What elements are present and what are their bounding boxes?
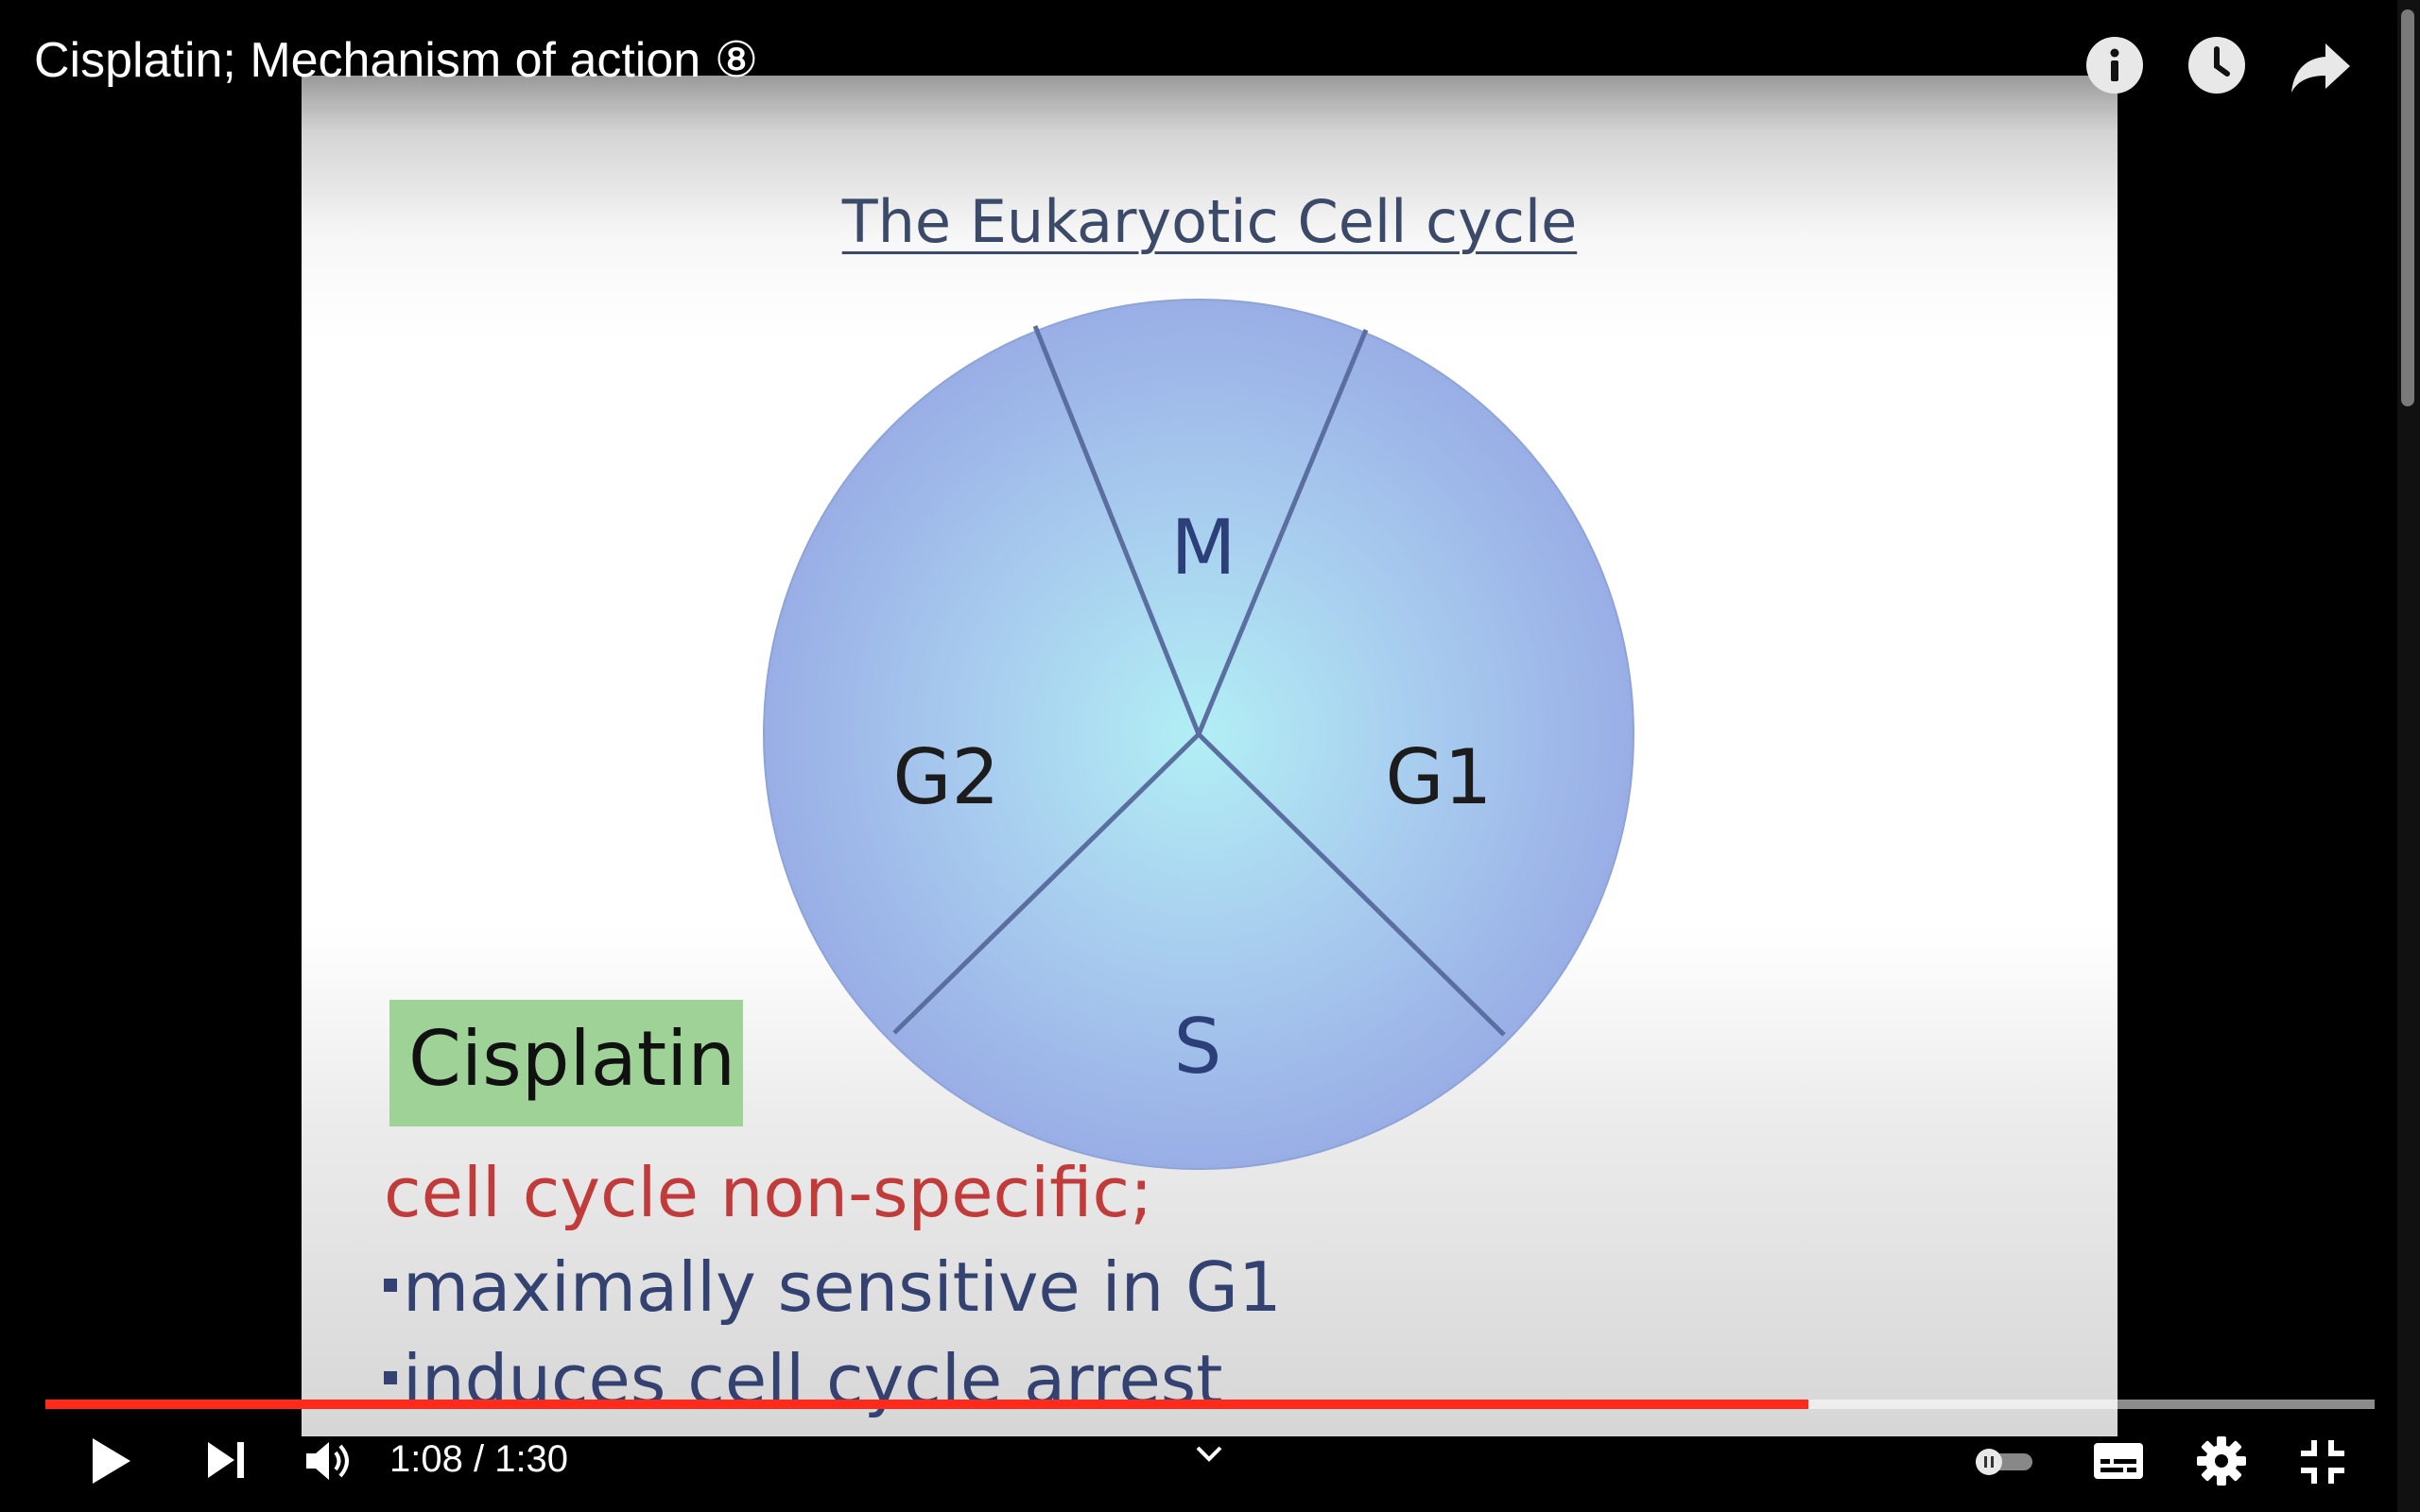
next-icon[interactable]	[206, 1440, 248, 1484]
clock-icon[interactable]	[2187, 36, 2246, 98]
video-frame[interactable]: The Eukaryotic Cell cycle M G1 S G2 Cisp…	[302, 76, 2118, 1436]
sensitivity-bullet: maximally sensitive in G1	[384, 1247, 1282, 1327]
captions-icon[interactable]	[2093, 1442, 2144, 1484]
page-scrollbar[interactable]	[2397, 0, 2420, 1512]
divider-g2-s	[892, 732, 1201, 1035]
sensitivity-text: maximally sensitive in G1	[403, 1247, 1282, 1327]
autoplay-toggle-icon[interactable]	[1972, 1446, 2034, 1480]
cell-cycle-diagram: M G1 S G2	[763, 299, 1634, 1170]
phase-g2-label: G2	[893, 733, 1000, 821]
bullet-icon	[384, 1279, 397, 1293]
nonspecific-text: cell cycle non-specific;	[384, 1153, 1153, 1232]
bullet-icon	[384, 1371, 397, 1385]
slide-title: The Eukaryotic Cell cycle	[841, 187, 1578, 256]
volume-icon[interactable]	[304, 1438, 357, 1487]
play-icon[interactable]	[89, 1436, 132, 1489]
exit-fullscreen-icon[interactable]	[2299, 1438, 2346, 1489]
video-title[interactable]: Cisplatin; Mechanism of action ⑧	[34, 33, 759, 88]
share-icon[interactable]	[2290, 42, 2352, 98]
gear-icon[interactable]	[2197, 1436, 2246, 1489]
scrollbar-thumb[interactable]	[2401, 9, 2414, 406]
time-display: 1:08 / 1:30	[389, 1438, 569, 1480]
drug-label: Cisplatin	[408, 1015, 736, 1103]
divider-m-g2	[1032, 325, 1201, 735]
phase-m-label: M	[1170, 504, 1236, 592]
divider-s-g1	[1197, 732, 1506, 1037]
divider-m-g1	[1196, 329, 1369, 735]
phase-s-label: S	[1174, 1003, 1222, 1091]
drug-label-box	[389, 1000, 743, 1126]
phase-g1-label: G1	[1386, 733, 1493, 821]
info-icon[interactable]	[2085, 36, 2144, 98]
progress-played[interactable]	[45, 1400, 1809, 1409]
chevron-down-icon[interactable]	[1195, 1444, 1223, 1467]
